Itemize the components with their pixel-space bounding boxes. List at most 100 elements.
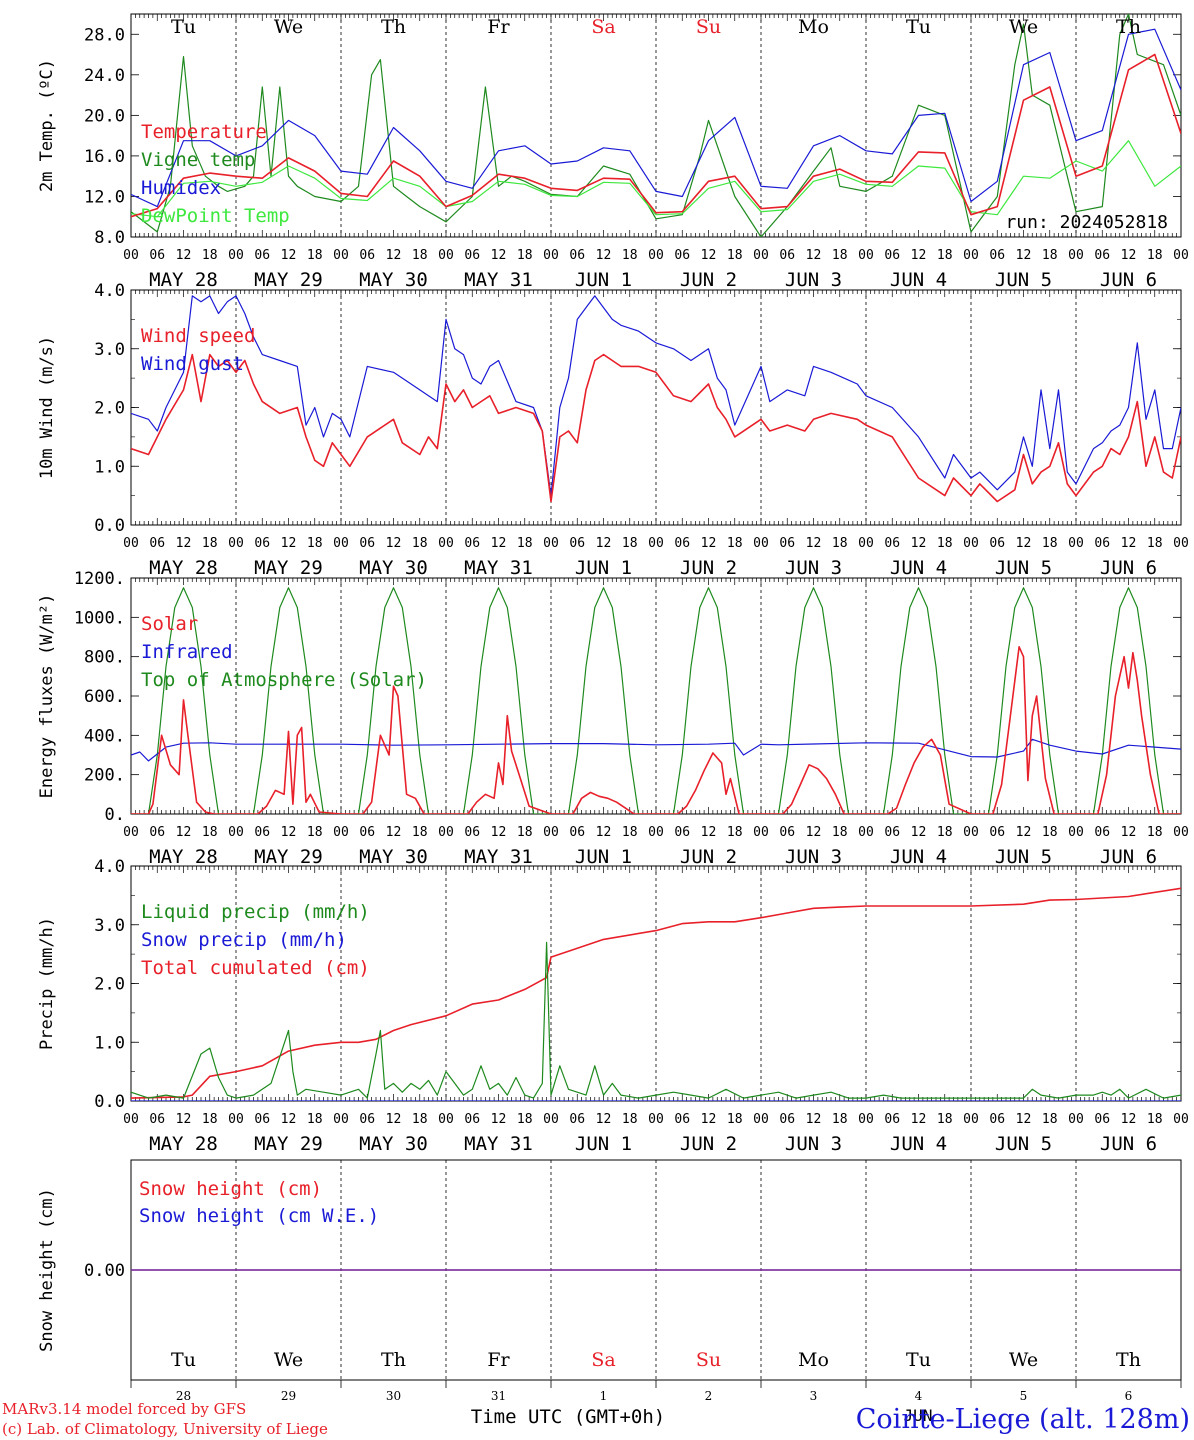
y-axis-label: 2m Temp. (ºC) [37, 59, 57, 192]
hour-label: 06 [254, 248, 270, 263]
legend-entry: Temperature [141, 121, 267, 143]
hour-label: 12 [1016, 825, 1032, 840]
legend-entry: Snow height (cm W.E.) [139, 1205, 379, 1227]
date-label: JUN 1 [575, 269, 632, 291]
hour-label: 00 [1068, 1112, 1084, 1127]
hour-label: 06 [359, 536, 375, 551]
hour-label: 00 [963, 825, 979, 840]
hour-label: 06 [1094, 536, 1110, 551]
panel-4: 0.0 1.0 2.0 3.0 4.0 Precip (mm/h) Liquid preci… [37, 857, 1189, 1155]
hour-label: 06 [464, 536, 480, 551]
hour-label: 06 [464, 1112, 480, 1127]
hour-label: 18 [1147, 1112, 1163, 1127]
date-label: JUN 2 [680, 557, 737, 579]
hour-label: 06 [989, 536, 1005, 551]
hour-label: 12 [1016, 536, 1032, 551]
hour-label: 00 [963, 1112, 979, 1127]
y-tick-label: 800. [84, 648, 125, 668]
hour-label: 12 [1121, 536, 1137, 551]
legend-entry: Liquid precip (mm/h) [141, 901, 370, 923]
weekday-label: Tu [171, 16, 196, 38]
day-number-label: 28 [176, 1389, 191, 1403]
hour-label: 18 [622, 825, 638, 840]
plot-frame [130, 13, 1182, 238]
date-label: JUN 4 [890, 557, 947, 579]
hour-label: 12 [281, 536, 297, 551]
series-group [131, 587, 1181, 814]
hour-label: 18 [517, 536, 533, 551]
date-label: JUN 6 [1100, 269, 1157, 291]
hour-label: 00 [123, 248, 139, 263]
date-label: MAY 30 [359, 846, 428, 868]
hour-label: 06 [464, 825, 480, 840]
hour-label: 06 [359, 248, 375, 263]
weekday-label: Th [381, 1349, 406, 1371]
legend-entry: Vigne temp [141, 149, 255, 171]
date-label: MAY 31 [464, 557, 533, 579]
date-label: MAY 28 [149, 846, 218, 868]
hour-label: 06 [149, 1112, 165, 1127]
hour-label: 06 [359, 825, 375, 840]
time-axis-label: Time UTC (GMT+0h) [471, 1406, 665, 1428]
y-tick-label: 1.0 [94, 1033, 125, 1053]
weekday-label: Th [1116, 16, 1141, 38]
y-axis-label: Precip (mm/h) [37, 917, 57, 1050]
hour-label: 12 [596, 1112, 612, 1127]
hour-label: 06 [989, 248, 1005, 263]
hour-label: 12 [806, 825, 822, 840]
date-label: JUN 6 [1100, 557, 1157, 579]
hour-label: 12 [176, 825, 192, 840]
series-line-wind-gust [131, 295, 1181, 497]
y-axis-label: Snow height (cm) [37, 1188, 57, 1352]
weekday-label: Tu [906, 1349, 931, 1371]
hour-label: 18 [937, 248, 953, 263]
hour-label: 12 [386, 248, 402, 263]
y-tick-label: 0.0 [94, 1092, 125, 1112]
y-tick-label: 2.0 [94, 399, 125, 419]
hour-label: 06 [989, 825, 1005, 840]
weekday-label: Su [696, 1349, 721, 1371]
day-number-label: 3 [810, 1389, 818, 1403]
date-label: MAY 29 [254, 1133, 323, 1155]
hour-label: 06 [149, 536, 165, 551]
hour-label: 12 [491, 248, 507, 263]
weekday-label: Th [1116, 1349, 1141, 1371]
hour-label: 00 [438, 536, 454, 551]
date-label: JUN 5 [995, 1133, 1052, 1155]
hour-label: 06 [569, 248, 585, 263]
day-number-label: 6 [1125, 1389, 1133, 1403]
month-label: JUN [904, 1406, 933, 1425]
hour-label: 06 [674, 825, 690, 840]
hour-label: 18 [832, 825, 848, 840]
y-tick-label: 8.0 [94, 228, 125, 248]
series-line-dewpoint-temp [131, 140, 1181, 218]
hour-label: 12 [281, 1112, 297, 1127]
weekday-label: Su [696, 16, 721, 38]
hour-label: 00 [123, 1112, 139, 1127]
weekday-label: Sa [591, 16, 615, 38]
hour-label: 00 [1173, 248, 1189, 263]
hour-label: 18 [412, 248, 428, 263]
hour-label: 00 [858, 1112, 874, 1127]
hour-label: 00 [333, 536, 349, 551]
date-label: JUN 6 [1100, 1133, 1157, 1155]
weekday-label: We [1009, 16, 1038, 38]
day-number-label: 2 [705, 1389, 713, 1403]
date-label: JUN 4 [890, 846, 947, 868]
series-line-wind-speed [131, 353, 1181, 503]
legend-entry: Total cumulated (cm) [141, 957, 370, 979]
hour-label: 18 [1147, 536, 1163, 551]
hour-label: 18 [307, 825, 323, 840]
hour-label: 18 [517, 248, 533, 263]
date-label: MAY 28 [149, 269, 218, 291]
hour-label: 18 [937, 1112, 953, 1127]
hour-label: 12 [1121, 248, 1137, 263]
hour-label: 00 [1068, 825, 1084, 840]
hour-label: 06 [884, 825, 900, 840]
date-label: JUN 1 [575, 846, 632, 868]
date-label: MAY 28 [149, 557, 218, 579]
hour-label: 18 [727, 825, 743, 840]
date-label: JUN 1 [575, 1133, 632, 1155]
date-label: MAY 28 [149, 1133, 218, 1155]
hour-label: 18 [202, 536, 218, 551]
